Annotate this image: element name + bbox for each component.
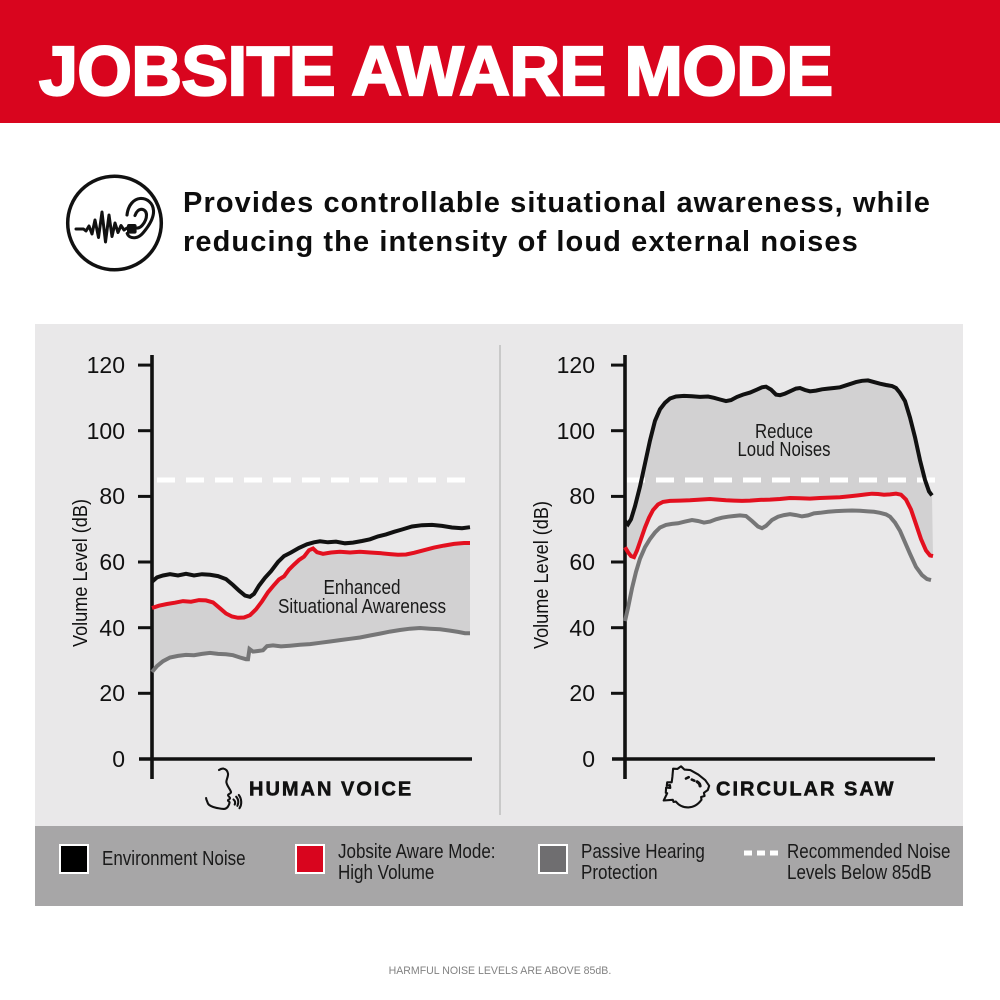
svg-text:Reduce: Reduce: [755, 421, 813, 443]
svg-text:Volume Level (dB): Volume Level (dB): [70, 499, 92, 647]
svg-text:40: 40: [569, 615, 595, 641]
svg-text:0: 0: [582, 746, 595, 772]
svg-text:CIRCULAR SAW: CIRCULAR SAW: [716, 779, 896, 801]
svg-text:120: 120: [557, 352, 595, 378]
svg-text:100: 100: [557, 418, 595, 444]
svg-text:60: 60: [99, 549, 125, 575]
svg-text:60: 60: [569, 549, 595, 575]
svg-text:80: 80: [569, 483, 595, 509]
svg-text:HUMAN VOICE: HUMAN VOICE: [249, 779, 413, 801]
svg-text:Volume Level (dB): Volume Level (dB): [531, 501, 553, 649]
svg-text:100: 100: [87, 418, 125, 444]
svg-text:Loud Noises: Loud Noises: [738, 439, 831, 461]
svg-text:0: 0: [112, 746, 125, 772]
svg-text:40: 40: [99, 615, 125, 641]
svg-text:Situational Awareness: Situational Awareness: [278, 596, 446, 618]
svg-text:120: 120: [87, 352, 125, 378]
svg-text:20: 20: [99, 680, 125, 706]
svg-text:80: 80: [99, 483, 125, 509]
svg-text:20: 20: [569, 680, 595, 706]
svg-text:Enhanced: Enhanced: [324, 577, 401, 599]
